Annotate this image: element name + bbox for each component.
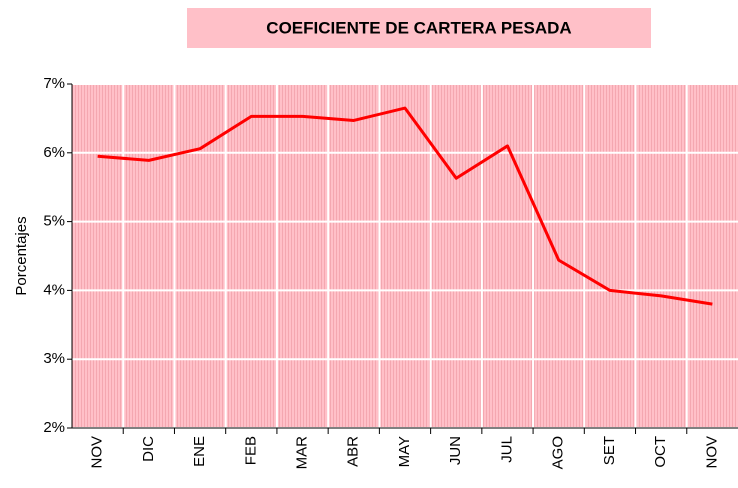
data-line: [97, 106, 713, 306]
x-tick-label: ABR: [345, 436, 362, 467]
y-tick-label: 3%: [43, 350, 65, 367]
y-tick-label: 5%: [43, 213, 65, 230]
y-tick-label: 7%: [43, 75, 65, 92]
x-tick-label: DIC: [140, 436, 157, 462]
x-tick-label: JUN: [447, 436, 464, 465]
x-tick-label: AGO: [550, 436, 567, 469]
y-tick-label: 4%: [43, 281, 65, 298]
x-tick-label: MAY: [396, 436, 413, 467]
x-tick-label: MAR: [294, 436, 311, 470]
x-tick-label: NOV: [703, 436, 720, 469]
y-axis-label: Porcentajes: [13, 216, 30, 295]
x-tick-label: NOV: [89, 436, 106, 469]
chart-title: COEFICIENTE DE CARTERA PESADA: [266, 18, 571, 37]
x-tick-label: ENE: [191, 436, 208, 467]
y-tick-label: 2%: [43, 419, 65, 436]
x-tick-label: OCT: [652, 436, 669, 468]
plot-area: [72, 84, 738, 428]
title-box: [187, 8, 651, 48]
x-tick-label: SET: [601, 436, 618, 465]
x-tick-label: FEB: [242, 436, 259, 465]
y-tick-label: 6%: [43, 144, 65, 161]
x-tick-label: JUL: [498, 436, 515, 463]
